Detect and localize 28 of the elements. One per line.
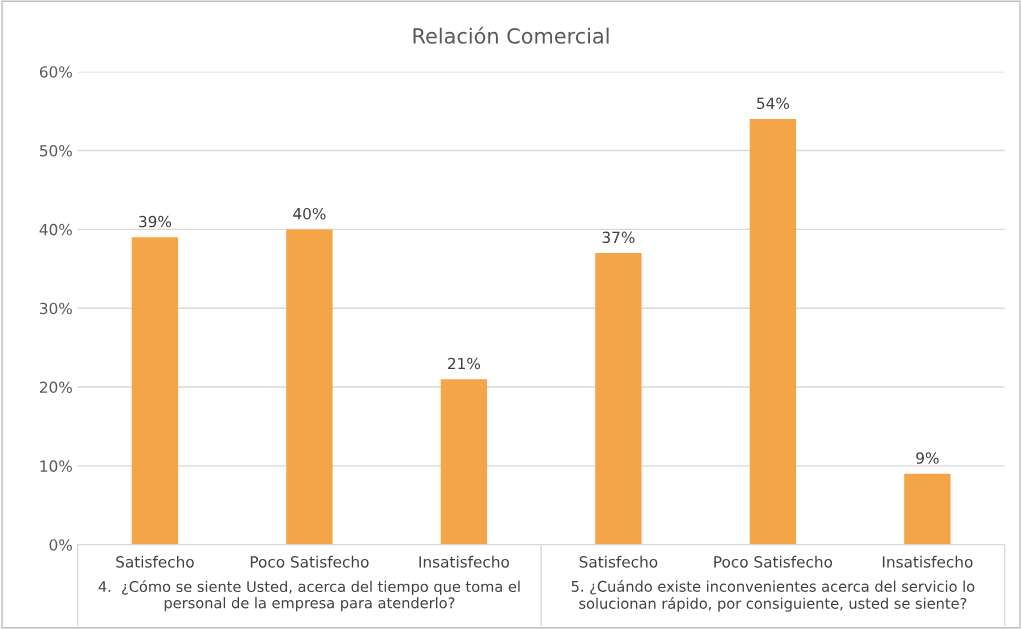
- data-label: 37%: [602, 231, 635, 244]
- text: 4. ¿Cómo se siente Usted, acerca del tiempo que toma el personal de la empresa para atenderlo?: [98, 580, 520, 612]
- bar: [904, 473, 951, 545]
- y-tick-label: 60%: [39, 66, 72, 78]
- x-tick-label: Satisfecho: [579, 555, 658, 568]
- bar: [286, 229, 333, 545]
- x-tick-label: Poco Satisfecho: [714, 555, 833, 568]
- x-tick-label: Satisfecho: [116, 555, 194, 568]
- y-tick-label: 50%: [40, 145, 72, 157]
- bar: [131, 237, 179, 545]
- data-label: 9%: [916, 452, 939, 464]
- data-label: 40%: [293, 207, 326, 220]
- bar: [595, 253, 642, 545]
- data-label: 39%: [139, 215, 172, 228]
- y-tick-label: 30%: [40, 302, 72, 315]
- data-label: 54%: [757, 97, 790, 110]
- y-tick-label: 0%: [49, 539, 72, 551]
- y-tick-label: 10%: [40, 460, 72, 472]
- x-tick-label: Insatisfecho: [419, 555, 510, 568]
- text: 5. ¿Cuándo existe inconvenientes acerca del servicio lo solucionan rápido, por consiguiente, usted se siente?: [571, 580, 975, 612]
- y-tick-label: 20%: [39, 381, 72, 394]
- bar: [749, 119, 797, 545]
- data-label: 21%: [448, 357, 481, 370]
- chart-title: Relación Comercial: [413, 26, 609, 44]
- bar: [440, 379, 488, 545]
- x-tick-label: Insatisfecho: [882, 555, 973, 568]
- y-tick-label: 40%: [39, 223, 72, 236]
- x-tick-label: Poco Satisfecho: [250, 555, 369, 568]
